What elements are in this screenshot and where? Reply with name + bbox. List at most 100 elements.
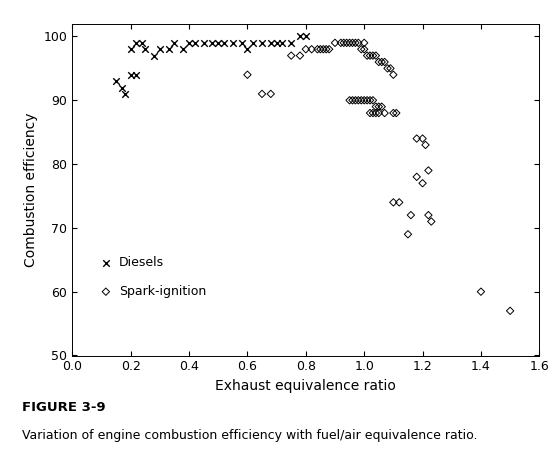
Point [330, 39, 339, 46]
Point [354, 97, 363, 104]
Point [266, 90, 275, 98]
Point [404, 230, 413, 238]
Point [386, 64, 395, 72]
Point [427, 218, 436, 225]
Point [214, 39, 222, 46]
Point [357, 97, 366, 104]
Point [120, 90, 129, 98]
Point [296, 33, 305, 40]
X-axis label: Exhaust equivalence ratio: Exhaust equivalence ratio [215, 379, 396, 393]
Point [354, 39, 363, 46]
Point [392, 109, 401, 117]
Point [185, 39, 193, 46]
Point [351, 39, 360, 46]
Point [366, 97, 375, 104]
Point [141, 46, 150, 53]
Point [190, 39, 199, 46]
Point [237, 39, 246, 46]
Point [345, 97, 354, 104]
Point [506, 307, 515, 315]
Point [418, 135, 427, 142]
Point [389, 199, 398, 206]
Point [345, 39, 354, 46]
Point [220, 39, 229, 46]
Point [301, 33, 310, 40]
Point [366, 109, 375, 117]
Point [395, 199, 404, 206]
Point [371, 109, 380, 117]
Point [342, 39, 351, 46]
Point [363, 97, 371, 104]
Point [369, 109, 378, 117]
Point [296, 52, 305, 59]
Point [369, 52, 378, 59]
Text: FIGURE 3-9: FIGURE 3-9 [22, 401, 106, 413]
Point [199, 39, 208, 46]
Point [406, 211, 415, 219]
Point [287, 39, 296, 46]
Point [132, 39, 141, 46]
Point [366, 52, 375, 59]
Point [363, 52, 371, 59]
Point [164, 46, 173, 53]
Point [357, 46, 366, 53]
Point [325, 46, 334, 53]
Point [266, 39, 275, 46]
Point [257, 39, 266, 46]
Point [371, 103, 380, 110]
Point [351, 97, 360, 104]
Point [421, 141, 430, 149]
Point [424, 167, 433, 174]
Point [272, 39, 281, 46]
Point [374, 103, 383, 110]
Point [360, 46, 369, 53]
Point [243, 46, 252, 53]
Point [424, 211, 433, 219]
Point [377, 103, 386, 110]
Point [208, 39, 217, 46]
Point [112, 77, 121, 85]
Text: Variation of engine combustion efficiency with fuel/air equivalence ratio.: Variation of engine combustion efficienc… [22, 429, 478, 442]
Point [117, 84, 126, 91]
Point [132, 71, 141, 79]
Point [377, 58, 386, 66]
Text: Diesels: Diesels [119, 256, 164, 270]
Point [155, 46, 165, 53]
Point [476, 288, 485, 295]
Point [418, 180, 427, 187]
Point [229, 39, 237, 46]
Point [380, 58, 389, 66]
Point [138, 39, 147, 46]
Point [374, 109, 383, 117]
Point [336, 39, 345, 46]
Point [339, 39, 348, 46]
Point [126, 46, 135, 53]
Point [150, 52, 158, 59]
Point [243, 71, 252, 79]
Point [413, 173, 421, 181]
Point [301, 46, 310, 53]
Point [257, 90, 266, 98]
Text: Spark-ignition: Spark-ignition [119, 285, 206, 298]
Point [287, 52, 296, 59]
Point [360, 39, 369, 46]
Point [348, 39, 357, 46]
Point [249, 39, 258, 46]
Point [369, 97, 378, 104]
Point [374, 58, 383, 66]
Point [348, 97, 357, 104]
Point [101, 288, 110, 295]
Point [316, 46, 325, 53]
Point [101, 259, 110, 267]
Point [179, 46, 188, 53]
Point [383, 64, 392, 72]
Point [389, 109, 398, 117]
Point [360, 97, 369, 104]
Point [413, 135, 421, 142]
Point [389, 71, 398, 79]
Point [307, 46, 316, 53]
Point [380, 109, 389, 117]
Point [313, 46, 322, 53]
Point [371, 52, 380, 59]
Point [278, 39, 287, 46]
